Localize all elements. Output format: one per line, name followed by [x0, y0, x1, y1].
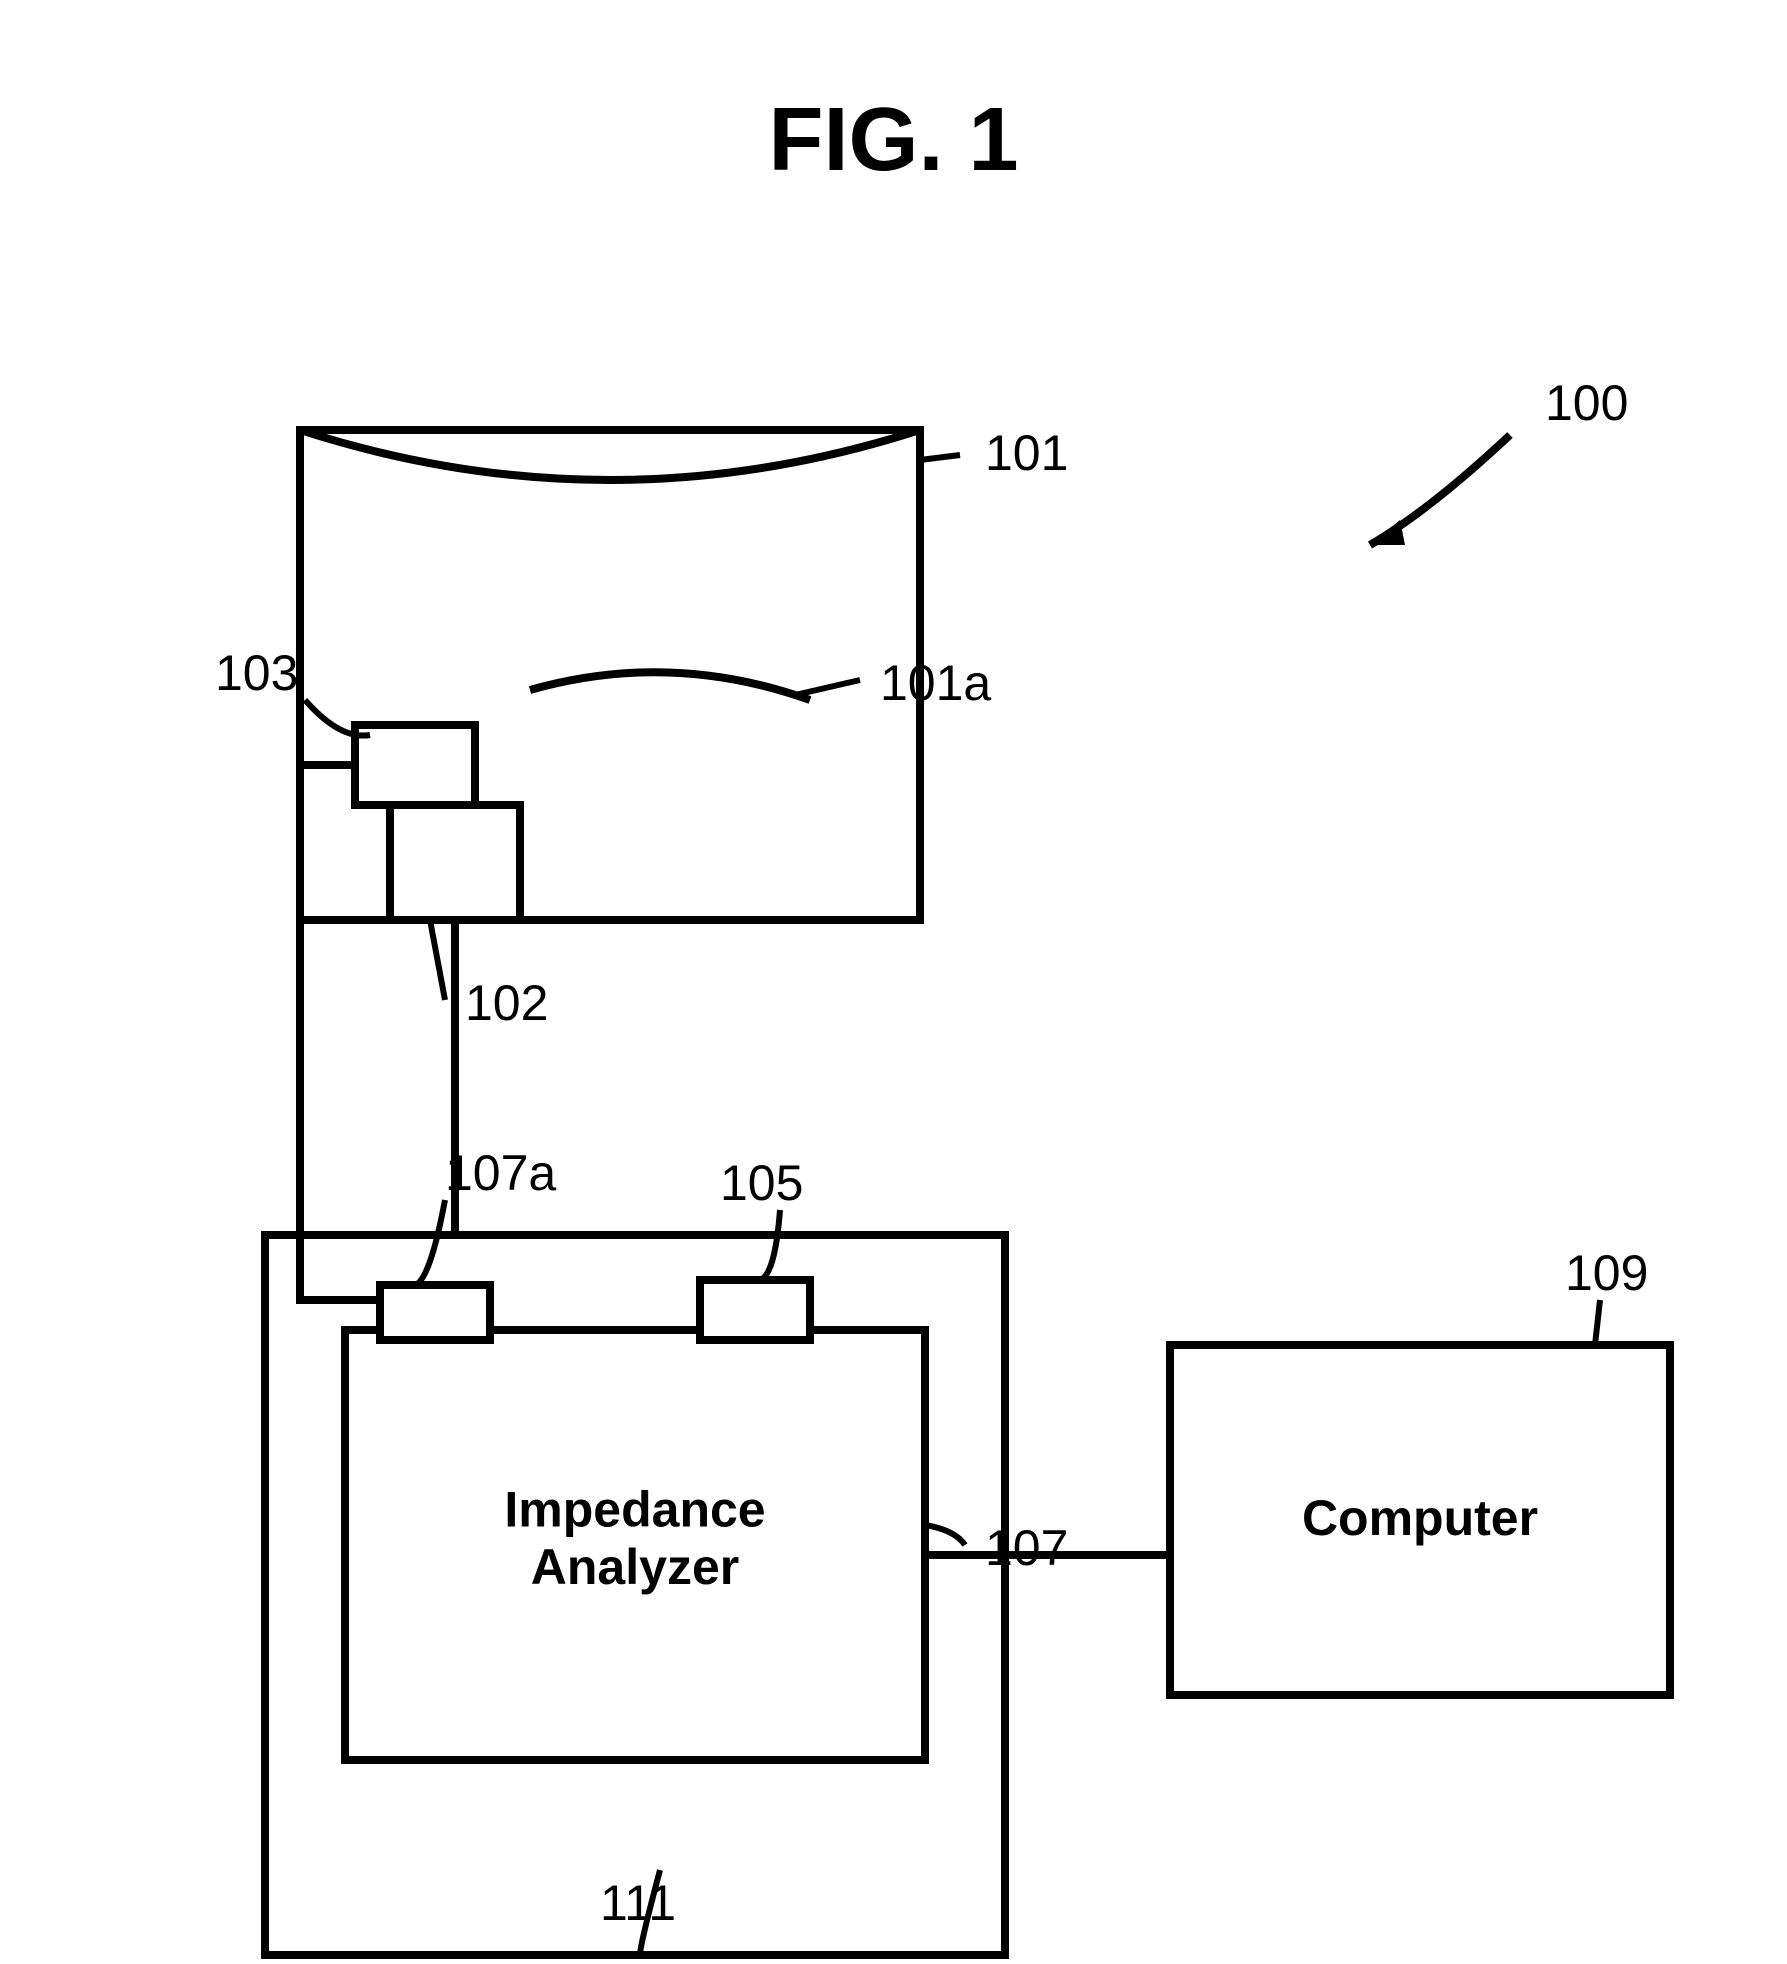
module-105-block: [700, 1280, 810, 1340]
ref-label-107a: 107a: [445, 1145, 556, 1201]
ref-label-105: 105: [720, 1155, 803, 1211]
sensor-103-block: [355, 725, 475, 805]
ref-label-107: 107: [985, 1520, 1068, 1576]
impedance-analyzer-label: ImpedanceAnalyzer: [504, 1481, 765, 1595]
ref-100-arrowhead: [1370, 520, 1405, 545]
ref-label-109: 109: [1565, 1245, 1648, 1301]
analyzer-port-block: [380, 1285, 490, 1340]
ref-label-102: 102: [465, 975, 548, 1031]
leader-102: [430, 920, 445, 1000]
computer-label: Computer: [1302, 1490, 1538, 1546]
ref-label-111: 111: [600, 1875, 676, 1931]
leader-101: [920, 455, 960, 460]
ref-label-101: 101: [985, 425, 1068, 481]
ref-label-103: 103: [215, 645, 298, 701]
ref-label-101a: 101a: [880, 655, 991, 711]
ref-label-100: 100: [1545, 375, 1628, 431]
sensor-102-block: [390, 805, 520, 920]
leader-109: [1595, 1300, 1600, 1345]
figure-title: FIG. 1: [768, 90, 1018, 190]
